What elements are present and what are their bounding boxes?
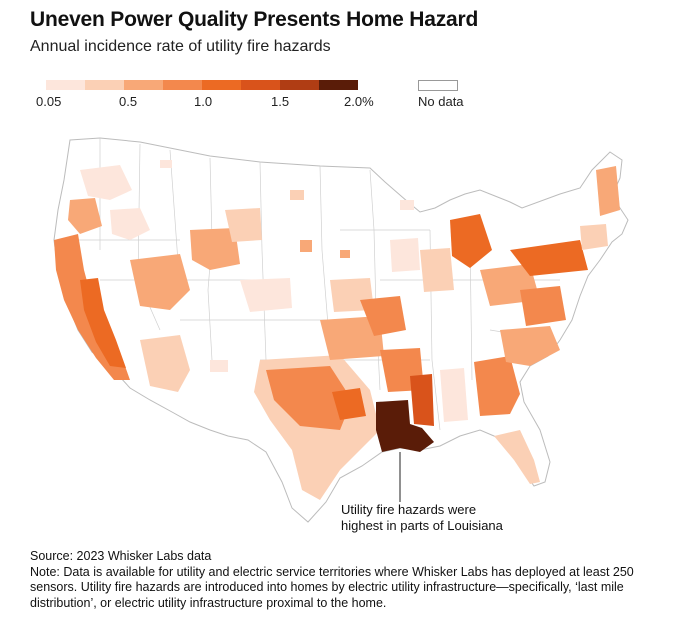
louisiana-territory: [376, 400, 434, 452]
no-data-swatch: [418, 80, 458, 91]
chart-footer: Source: 2023 Whisker Labs data Note: Dat…: [30, 549, 670, 611]
color-legend: [46, 80, 358, 90]
chart-title: Uneven Power Quality Presents Home Hazar…: [30, 8, 479, 31]
legend-swatch-5: [202, 80, 241, 90]
chart-subtitle: Annual incidence rate of utility fire ha…: [30, 38, 331, 55]
utility-territories: [54, 160, 620, 500]
annotation-line-2: highest in parts of Louisiana: [341, 518, 503, 533]
no-data-label: No data: [418, 94, 464, 109]
legend-swatch-4: [163, 80, 202, 90]
legend-label-1-5: 1.5: [271, 94, 290, 109]
data-note: Note: Data is available for utility and …: [30, 564, 634, 610]
source-note: Source: 2023 Whisker Labs data: [30, 549, 212, 563]
legend-swatch-3: [124, 80, 163, 90]
annotation-line-1: Utility fire hazards were: [341, 502, 477, 517]
legend-label-0-05: 0.05: [36, 94, 62, 109]
legend-swatch-2: [85, 80, 124, 90]
legend-label-1-0: 1.0: [194, 94, 213, 109]
legend-label-2-0: 2.0%: [344, 94, 374, 109]
legend-label-0-5: 0.5: [119, 94, 138, 109]
louisiana-annotation: Utility fire hazards were highest in par…: [341, 502, 541, 534]
us-choropleth-map: [53, 137, 629, 523]
legend-swatch-1: [46, 80, 85, 90]
legend-swatch-8: [319, 80, 358, 90]
legend-swatch-7: [280, 80, 319, 90]
legend-swatch-6: [241, 80, 280, 90]
